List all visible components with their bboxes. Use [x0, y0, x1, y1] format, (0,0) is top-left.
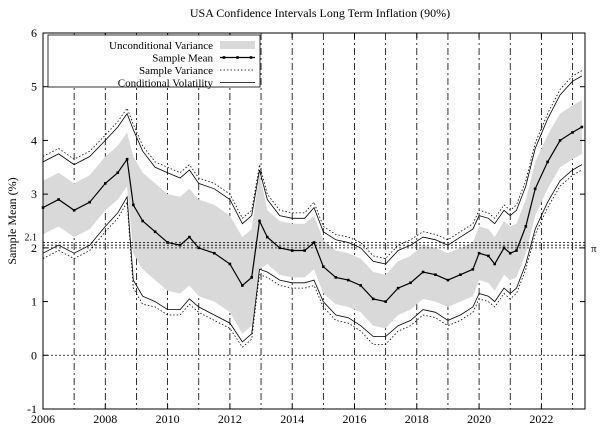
sample-mean-point — [580, 125, 584, 129]
sample-mean-point — [88, 200, 92, 204]
conditional-volatility-lower — [42, 164, 583, 343]
sample-mean-point — [409, 281, 412, 285]
y-tick-label: 6 — [31, 26, 37, 40]
x-tick-label: 2020 — [467, 412, 491, 426]
legend-label: Unconditional Variance — [109, 40, 213, 52]
sample-mean-point — [278, 246, 282, 250]
sample-mean-point — [290, 249, 294, 252]
sample-mean-point — [250, 276, 254, 279]
y-tick-label: 4 — [31, 133, 37, 147]
reference-line-label: π — [591, 243, 597, 255]
legend-label: Conditional Volatility — [118, 78, 214, 90]
sample-mean-point — [515, 249, 518, 252]
sample-mean-point — [213, 251, 216, 255]
sample-mean-point — [502, 246, 506, 250]
sample-mean-point — [477, 251, 481, 255]
sample-mean-point — [471, 268, 475, 271]
sample-mean-point — [178, 243, 182, 247]
sample-mean-point — [384, 300, 387, 303]
legend-swatch-mean-point — [236, 56, 239, 59]
x-tick-label: 2016 — [342, 412, 366, 426]
sample-mean-point — [265, 235, 269, 239]
x-tick-label: 2010 — [156, 412, 180, 426]
sample-mean-point — [546, 160, 549, 164]
chart-title: USA Confidence Intervals Long Term Infla… — [190, 6, 450, 20]
vertical-reference-lines — [73, 33, 573, 409]
x-tick-label: 2012 — [218, 412, 242, 426]
y-tick-label: 0 — [31, 348, 37, 362]
legend-label: Sample Mean — [152, 53, 213, 65]
y-axis-label: Sample Mean (%) — [5, 177, 19, 264]
y-tick-label: 1 — [31, 295, 37, 309]
x-tick-label: 2022 — [529, 412, 553, 426]
sample-mean-point — [241, 284, 244, 287]
legend-swatch-mean-point — [222, 56, 226, 59]
y-tick-label: 2 — [31, 241, 37, 255]
legend-swatch-mean-point — [249, 56, 253, 59]
sample-mean-point — [459, 273, 462, 277]
x-tick-label: 2008 — [93, 412, 117, 426]
sample-mean-point — [125, 157, 129, 161]
sample-mean-point — [533, 187, 537, 191]
sample-mean-point — [396, 286, 400, 290]
sample-mean-point — [571, 131, 574, 134]
sample-mean-point — [493, 262, 496, 266]
sample-mean-point — [72, 208, 76, 212]
series-lines — [41, 70, 584, 348]
sample-mean-point — [141, 219, 144, 223]
unconditional-variance-area — [43, 100, 582, 334]
sample-mean-point — [524, 225, 528, 228]
sample-mean-point — [359, 284, 363, 287]
legend-label: Sample Variance — [139, 65, 213, 77]
sample-mean-point — [508, 251, 512, 255]
sample-mean-point — [334, 276, 338, 279]
sample-mean-point — [371, 297, 375, 301]
sample-mean-point — [57, 198, 60, 201]
y-tick-label: 5 — [31, 80, 37, 94]
sample-mean-point — [166, 241, 169, 244]
sample-mean-point — [258, 219, 261, 223]
horizontal-reference-lines: π — [43, 242, 597, 356]
sample-mean-point — [312, 241, 316, 244]
sample-mean-point — [153, 230, 157, 234]
sample-mean-point — [487, 254, 490, 258]
sample-mean-point — [322, 265, 325, 268]
x-tick-label: 2018 — [405, 412, 429, 426]
sample-mean-point — [446, 278, 450, 282]
sample-mean-point — [188, 235, 191, 239]
y-tick-label: -1 — [27, 402, 37, 416]
sample-variance-lower — [42, 169, 583, 348]
y-tick-label: 3 — [31, 187, 37, 201]
sample-mean-point — [303, 249, 306, 252]
x-tick-label: 2014 — [280, 412, 304, 426]
sample-mean-point — [197, 246, 201, 250]
unconditional-variance-band — [43, 100, 582, 334]
axes: 2006 2008 2010 2012 2014 2016 2018 2020 2022 -1 0 1… — [25, 26, 586, 426]
sample-mean-point — [132, 203, 135, 207]
plot-frame — [42, 32, 586, 410]
sample-mean-point — [103, 182, 107, 185]
sample-mean-point — [558, 139, 562, 142]
y-tick-label-extra: 2.1 — [25, 232, 38, 243]
sample-mean-point — [434, 273, 437, 277]
conditional-volatility-upper — [42, 75, 583, 265]
sample-variance-upper — [42, 70, 583, 260]
x-tick-label: 2006 — [31, 412, 55, 426]
sample-mean-point — [421, 270, 425, 274]
sample-mean-point — [346, 278, 350, 282]
sample-mean-point — [228, 262, 232, 266]
sample-mean-point — [116, 171, 120, 174]
legend-swatch-unconditional — [220, 41, 255, 49]
